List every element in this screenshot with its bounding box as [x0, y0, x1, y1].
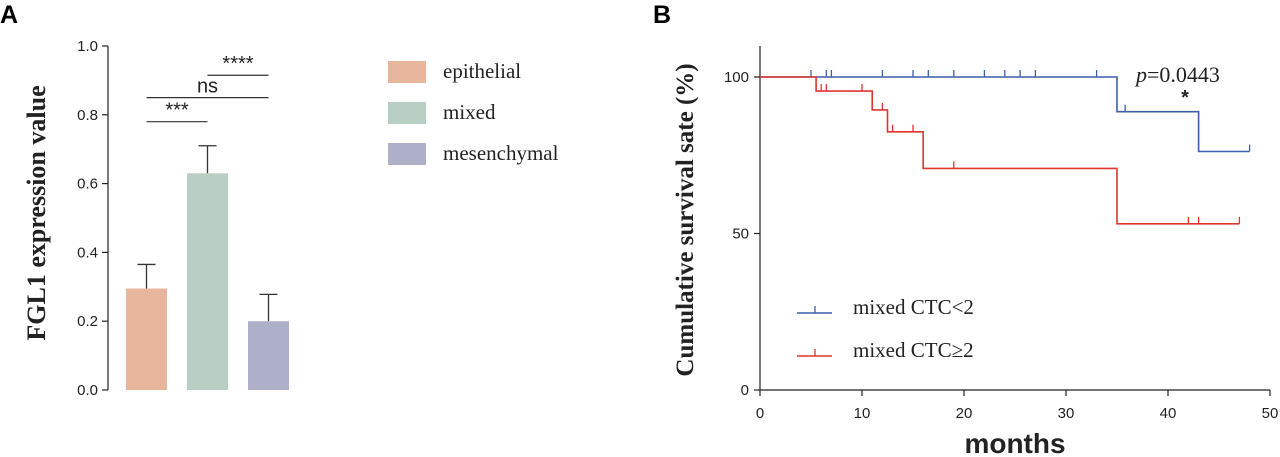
y-tick-label-b: 50 [732, 226, 749, 243]
legend-label-series-1: mixed CTC<2 [853, 295, 974, 319]
significance-star-b: * [1181, 87, 1189, 109]
legend-b: mixed CTC<2 mixed CTC≥2 [797, 295, 974, 362]
p-symbol: p [1134, 62, 1147, 87]
legend-label-mixed: mixed [443, 100, 496, 124]
legend-label-series-2: mixed CTC≥2 [853, 338, 974, 362]
bar-chart-panel-a: 0.0 0.2 0.4 0.6 0.8 1.0 *** ns**** FGL1 expres… [22, 38, 559, 399]
x-tick-label-b: 40 [1160, 405, 1177, 422]
y-tick-label-a: 0.4 [77, 244, 98, 261]
survival-curves [760, 70, 1251, 225]
significance-label: *** [165, 100, 189, 122]
y-tick-label-a: 1.0 [77, 38, 98, 55]
survival-line-series-2 [760, 76, 1240, 225]
legend-a: epithelial mixed mesenchymal [388, 59, 559, 165]
y-tick-label-a: 0.0 [77, 382, 98, 399]
x-tick-label-b: 10 [854, 405, 871, 422]
p-value-annotation: p=0.0443 [1134, 62, 1220, 87]
x-tick-label-b: 50 [1262, 405, 1279, 422]
significance-brackets: *** ns**** [146, 53, 269, 123]
x-ticks-b: 0 10 20 30 40 50 [756, 390, 1279, 422]
y-axis-label-b: Cumulative survival sate (%) [672, 63, 699, 376]
y-axis-label-a: FGL1 expression value [22, 85, 51, 340]
bar-mixed [187, 173, 228, 390]
panel-letter-b: B [653, 1, 671, 29]
y-tick-label-a: 0.6 [77, 176, 98, 193]
y-tick-label-a: 0.2 [77, 313, 98, 330]
panel-letter-a: A [0, 1, 18, 29]
legend-swatch-mesenchymal [388, 143, 426, 165]
y-ticks-b: 0 50 100 [724, 69, 760, 399]
p-value: =0.0443 [1147, 62, 1220, 87]
legend-label-epithelial: epithelial [443, 59, 521, 83]
x-tick-label-b: 30 [1058, 405, 1075, 422]
legend-swatch-epithelial [388, 61, 426, 83]
survival-line-series-1 [760, 76, 1250, 153]
significance-label: ns [197, 76, 218, 98]
y-tick-label-b: 100 [724, 69, 749, 86]
y-tick-label-b: 0 [741, 382, 749, 399]
significance-label: **** [222, 53, 253, 75]
legend-label-mesenchymal: mesenchymal [443, 141, 559, 165]
legend-swatch-mixed [388, 102, 426, 124]
x-tick-label-b: 0 [756, 405, 764, 422]
survival-chart-panel-b: 0 50 100 0 10 20 30 40 50 Cumulative survival s… [672, 46, 1278, 457]
bar-mesenchymal [248, 321, 289, 390]
y-ticks-a: 0.0 0.2 0.4 0.6 0.8 1.0 [77, 38, 108, 399]
bars [126, 145, 289, 390]
bar-epithelial [126, 288, 167, 390]
x-axis-label-b: months [964, 428, 1065, 457]
y-tick-label-a: 0.8 [77, 107, 98, 124]
x-tick-label-b: 20 [956, 405, 973, 422]
